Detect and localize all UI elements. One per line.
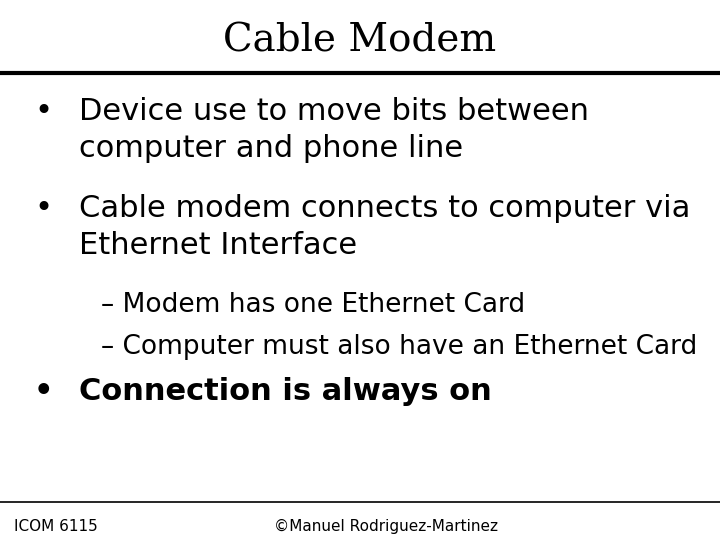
Text: •: • [34,97,53,126]
Text: ©Manuel Rodriguez-Martinez: ©Manuel Rodriguez-Martinez [274,519,498,534]
Text: – Modem has one Ethernet Card: – Modem has one Ethernet Card [101,292,525,318]
Text: – Computer must also have an Ethernet Card: – Computer must also have an Ethernet Ca… [101,334,697,360]
Text: Connection is always on: Connection is always on [79,377,492,406]
Text: •: • [33,377,53,406]
Text: ICOM 6115: ICOM 6115 [14,519,98,534]
Text: Device use to move bits between
computer and phone line: Device use to move bits between computer… [79,97,589,163]
Text: •: • [34,194,53,224]
Text: Cable Modem: Cable Modem [223,22,497,59]
Text: Cable modem connects to computer via
Ethernet Interface: Cable modem connects to computer via Eth… [79,194,690,260]
